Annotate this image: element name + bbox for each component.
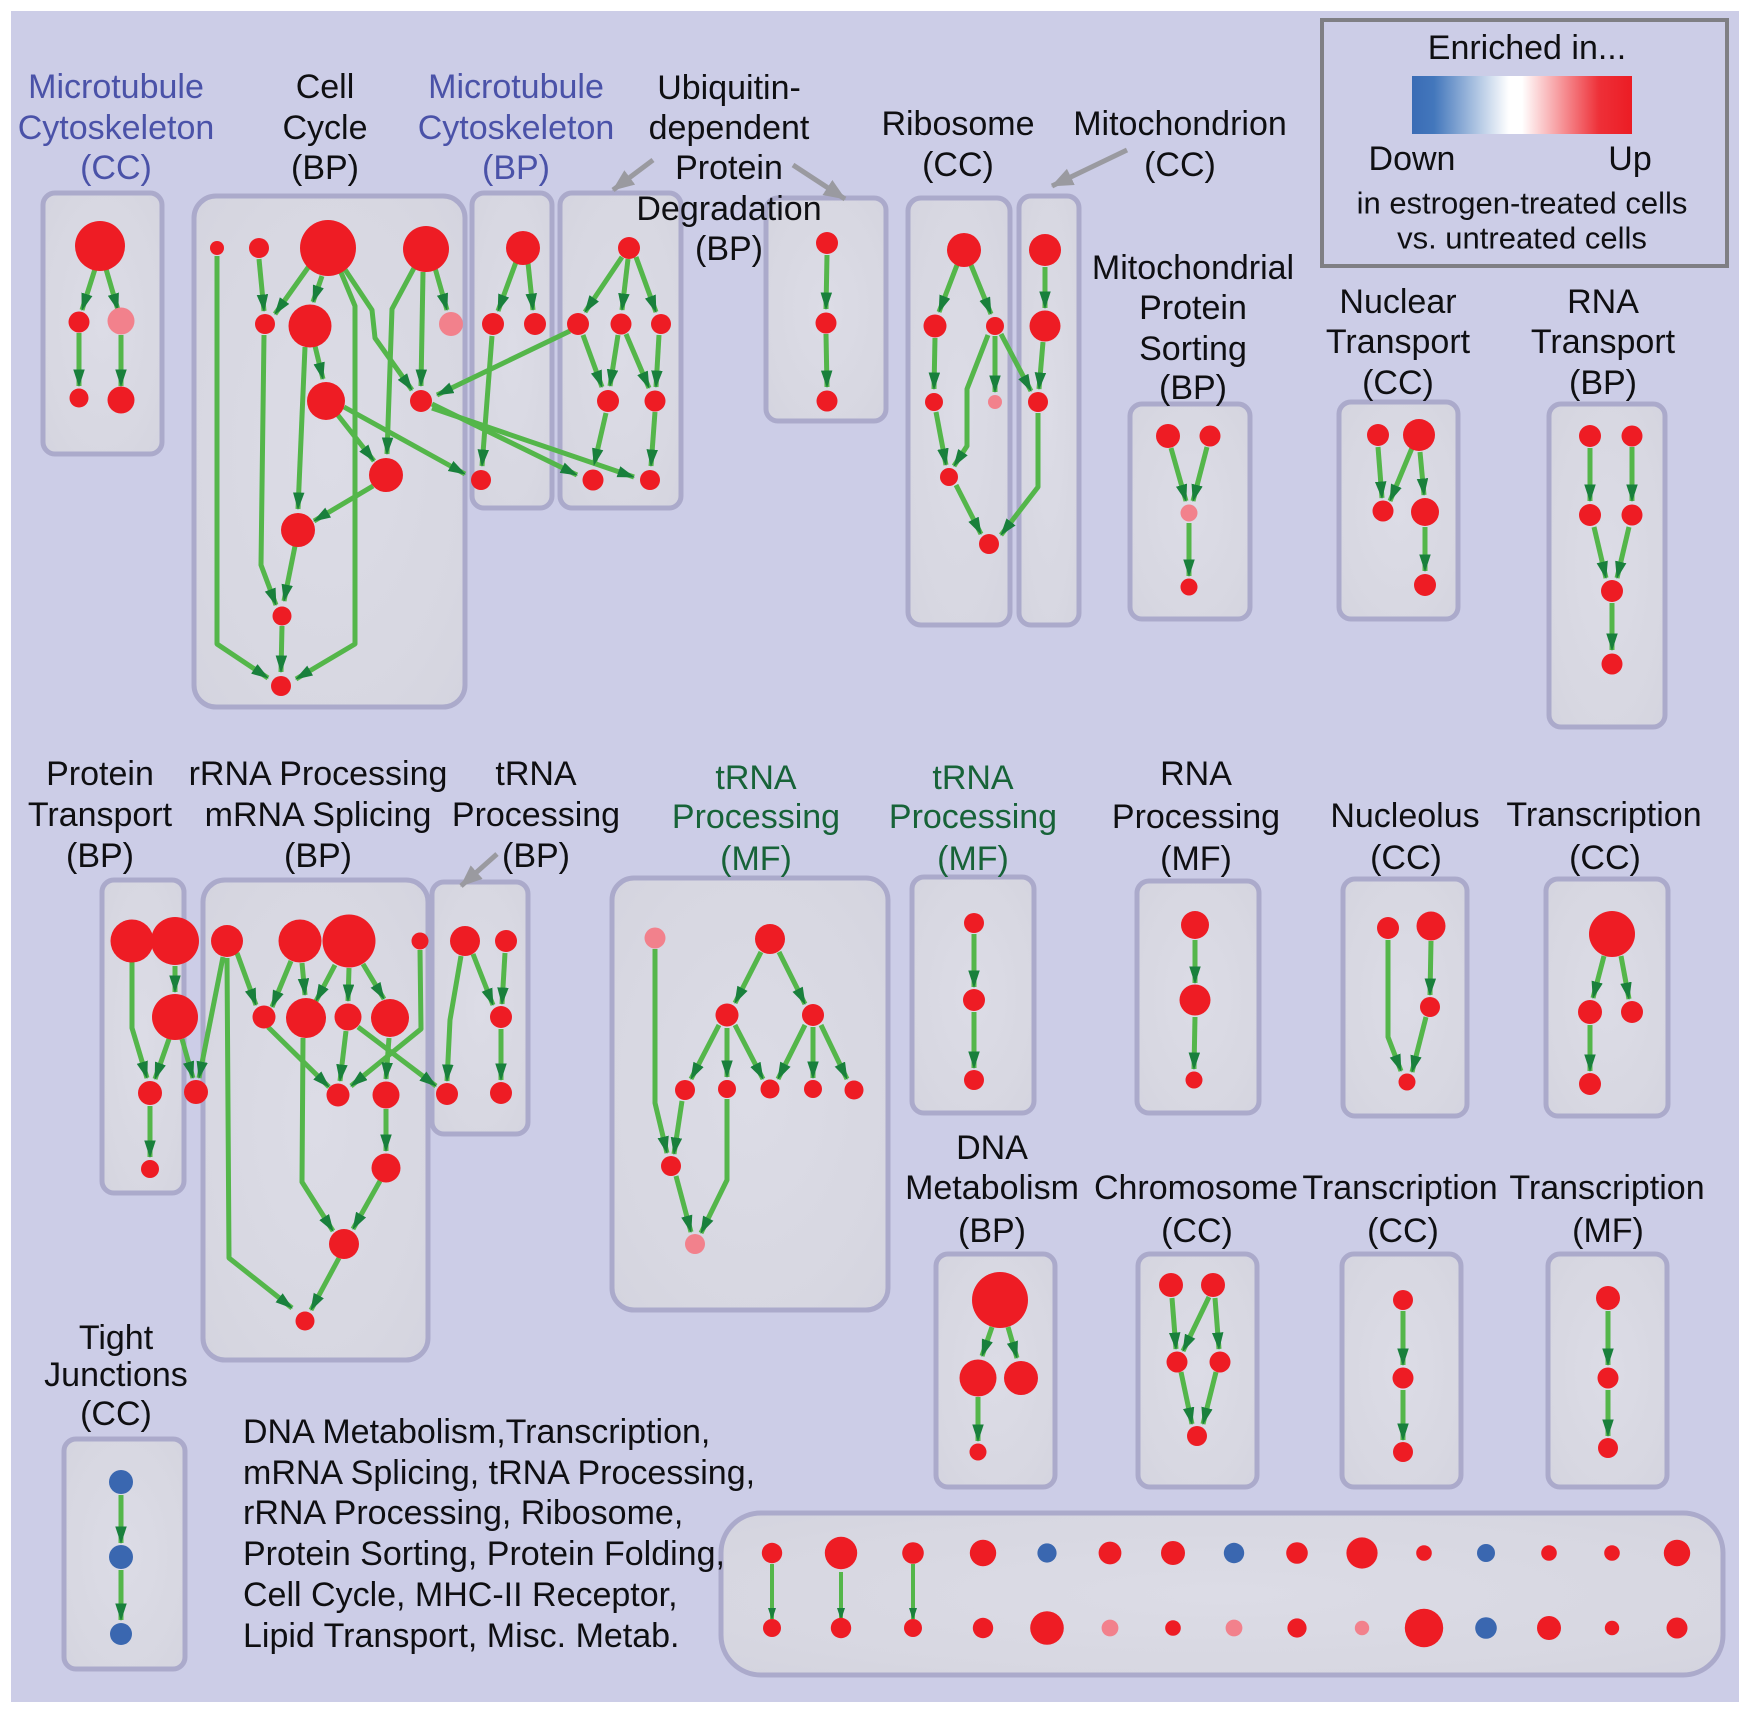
svg-text:(BP): (BP) (66, 837, 134, 875)
svg-text:Up: Up (1608, 140, 1651, 178)
svg-text:RNA: RNA (1160, 755, 1232, 793)
svg-text:mRNA Splicing, tRNA Processing: mRNA Splicing, tRNA Processing, (243, 1454, 755, 1492)
svg-text:DNA: DNA (956, 1129, 1028, 1167)
svg-text:Lipid Transport, Misc. Metab.: Lipid Transport, Misc. Metab. (243, 1617, 680, 1655)
svg-text:Junctions: Junctions (44, 1356, 188, 1394)
svg-text:Protein Sorting, Protein Foldi: Protein Sorting, Protein Folding, (243, 1535, 725, 1573)
svg-text:Processing: Processing (1112, 798, 1280, 836)
svg-text:Protein: Protein (46, 755, 154, 793)
svg-text:Cell Cycle, MHC-II Receptor,: Cell Cycle, MHC-II Receptor, (243, 1576, 678, 1614)
svg-text:Transport: Transport (1531, 323, 1676, 361)
svg-text:Processing: Processing (672, 798, 840, 836)
svg-text:Enriched in...: Enriched in... (1428, 29, 1626, 67)
svg-text:Nuclear: Nuclear (1339, 283, 1456, 321)
svg-text:Sorting: Sorting (1139, 330, 1247, 368)
svg-text:vs. untreated cells: vs. untreated cells (1397, 221, 1647, 256)
svg-text:(CC): (CC) (1367, 1212, 1439, 1250)
svg-text:Mitochondrion: Mitochondrion (1073, 105, 1287, 143)
svg-text:Metabolism: Metabolism (905, 1169, 1079, 1207)
svg-text:Degradation: Degradation (636, 190, 821, 228)
svg-text:(BP): (BP) (291, 149, 359, 187)
svg-text:Tight: Tight (79, 1319, 154, 1357)
svg-text:tRNA: tRNA (932, 759, 1014, 797)
svg-text:RNA: RNA (1567, 283, 1639, 321)
svg-text:dependent: dependent (649, 109, 810, 147)
svg-text:(CC): (CC) (1161, 1212, 1233, 1250)
svg-text:Protein: Protein (1139, 289, 1247, 327)
svg-text:Processing: Processing (452, 796, 620, 834)
svg-text:(CC): (CC) (1569, 839, 1641, 877)
svg-text:(CC): (CC) (1370, 839, 1442, 877)
svg-text:in estrogen-treated cells: in estrogen-treated cells (1357, 186, 1688, 221)
svg-text:(CC): (CC) (1362, 364, 1434, 402)
svg-text:(BP): (BP) (482, 149, 550, 187)
svg-text:Ribosome: Ribosome (881, 105, 1034, 143)
svg-text:(MF): (MF) (1572, 1212, 1644, 1250)
svg-text:rRNA Processing: rRNA Processing (189, 755, 448, 793)
svg-text:mRNA Splicing: mRNA Splicing (205, 796, 432, 834)
svg-text:(BP): (BP) (284, 837, 352, 875)
svg-text:(BP): (BP) (695, 230, 763, 268)
svg-text:Nucleolus: Nucleolus (1330, 797, 1479, 835)
svg-text:rRNA Processing, Ribosome,: rRNA Processing, Ribosome, (243, 1494, 683, 1532)
svg-text:(CC): (CC) (80, 149, 152, 187)
svg-text:Mitochondrial: Mitochondrial (1092, 249, 1294, 287)
svg-text:(CC): (CC) (80, 1395, 152, 1433)
svg-text:Transcription: Transcription (1506, 796, 1701, 834)
svg-text:DNA Metabolism,Transcription,: DNA Metabolism,Transcription, (243, 1413, 710, 1451)
svg-text:(MF): (MF) (720, 840, 792, 878)
svg-text:Cycle: Cycle (282, 109, 367, 147)
svg-text:(CC): (CC) (1144, 146, 1216, 184)
svg-text:Down: Down (1369, 140, 1456, 178)
svg-text:Cytoskeleton: Cytoskeleton (18, 109, 215, 147)
svg-text:Transport: Transport (1326, 323, 1471, 361)
svg-text:Cytoskeleton: Cytoskeleton (418, 109, 615, 147)
svg-text:tRNA: tRNA (495, 755, 577, 793)
svg-text:(MF): (MF) (1160, 840, 1232, 878)
svg-text:(BP): (BP) (958, 1212, 1026, 1250)
svg-text:(BP): (BP) (1569, 364, 1637, 402)
svg-text:Processing: Processing (889, 798, 1057, 836)
svg-text:(CC): (CC) (922, 146, 994, 184)
svg-text:Microtubule: Microtubule (428, 68, 604, 106)
svg-text:(BP): (BP) (502, 837, 570, 875)
svg-text:Transcription: Transcription (1509, 1169, 1704, 1207)
svg-text:Cell: Cell (296, 68, 355, 106)
svg-text:tRNA: tRNA (715, 759, 797, 797)
svg-text:Microtubule: Microtubule (28, 68, 204, 106)
svg-text:Protein: Protein (675, 149, 783, 187)
svg-text:(BP): (BP) (1159, 369, 1227, 407)
svg-text:(MF): (MF) (937, 840, 1009, 878)
svg-text:Ubiquitin-: Ubiquitin- (657, 69, 801, 107)
svg-text:Transport: Transport (28, 796, 173, 834)
svg-text:Transcription: Transcription (1302, 1169, 1497, 1207)
svg-text:Chromosome: Chromosome (1094, 1169, 1298, 1207)
